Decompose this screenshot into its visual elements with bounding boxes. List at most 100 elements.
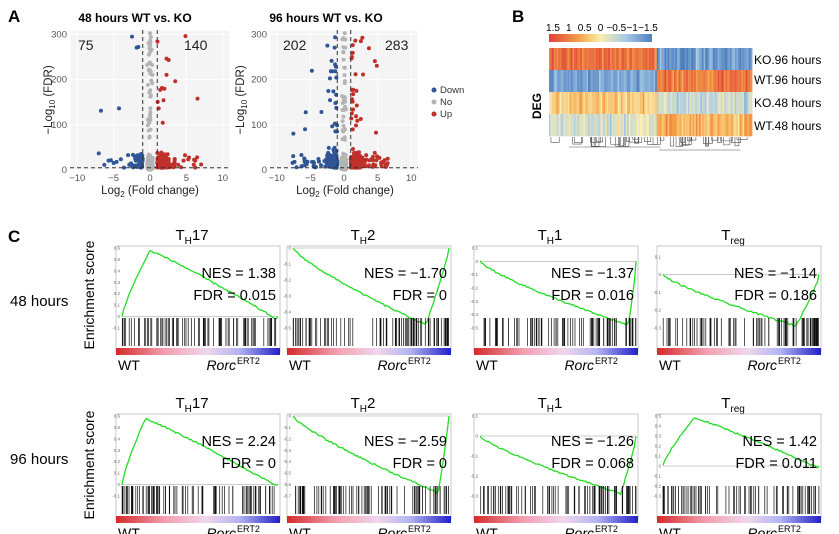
gsea-rank-gradient	[657, 348, 821, 355]
heatmap-cell	[702, 92, 704, 115]
heatmap-cell	[717, 48, 720, 71]
gsea-ytick: 0.6	[114, 246, 121, 251]
gsea-right-label: Rorc	[377, 525, 407, 534]
heatmap-cell	[633, 114, 636, 137]
gsea-fdr: FDR = 0.015	[193, 288, 276, 304]
heatmap-cell	[664, 48, 667, 71]
volcano-point-up	[364, 153, 369, 158]
heatmap-cell	[652, 48, 655, 71]
gsea-ylabel-96: Enrichment score	[81, 410, 97, 519]
volcano-ytick-label: 200	[51, 75, 67, 86]
heatmap-cell	[589, 92, 592, 115]
gsea-right-label-sup: ERT2	[408, 524, 431, 534]
gsea-left-label: WT	[118, 357, 140, 373]
heatmap-cell	[666, 114, 669, 137]
volcano-point-up	[358, 153, 363, 158]
volcano-point-up	[353, 72, 358, 77]
volcano-point-down	[333, 35, 338, 40]
heatmap-cell	[705, 48, 708, 71]
heatmap-cell	[608, 114, 611, 137]
volcano-ytick-label: 300	[51, 30, 67, 41]
gsea-ytick: 0.3	[655, 434, 662, 439]
heatmap-cell	[583, 114, 586, 137]
heatmap-cell	[655, 92, 658, 115]
heatmap-cell	[672, 92, 675, 115]
heatmap-cell	[613, 92, 615, 115]
volcano-point-down	[106, 158, 111, 163]
gsea-left-label: WT	[118, 525, 140, 534]
gsea-plot: TH1 0.1 0 -0.1 -0.2 -0.3 -0.4 -0.5 NES = −1.37 FD…	[470, 227, 639, 373]
heatmap-cell	[588, 114, 590, 137]
volcano-point-no	[340, 37, 345, 42]
gsea-ytick: 0.4	[114, 268, 121, 273]
gsea-right-label: Rorc	[747, 357, 777, 373]
heatmap-cell	[642, 48, 645, 71]
volcano-point-up	[165, 159, 170, 164]
heatmap-cell	[641, 114, 644, 137]
heatmap-cell	[577, 114, 580, 137]
heatmap-cell	[716, 114, 719, 137]
gsea-plot: TH1 0.1 0 -0.1 -0.2 -0.3 NES = −1.26 FDR = 0.06…	[470, 395, 639, 534]
heatmap-cell	[733, 48, 736, 71]
heatmap-cell	[594, 48, 597, 71]
heatmap-cell	[655, 70, 658, 93]
heatmap-cell	[567, 48, 570, 71]
volcano-point-up	[371, 162, 376, 167]
gsea-ytick: 0.2	[114, 459, 121, 464]
gsea-ytick: -0.1	[653, 474, 661, 479]
volcano-point-no	[148, 31, 153, 36]
heatmap-cell	[634, 114, 637, 137]
volcano-point-up	[173, 79, 178, 84]
heatmap-cell	[667, 48, 670, 71]
heatmap-cell	[709, 92, 712, 115]
heatmap-cell	[684, 114, 687, 137]
heatmap-cell	[650, 92, 653, 115]
heatmap-cell	[581, 70, 584, 93]
heatmap-cell	[730, 114, 733, 137]
heatmap-cell	[597, 114, 600, 137]
volcano-point-down	[299, 153, 304, 158]
heatmap-cell	[591, 114, 594, 137]
heatmap-cell	[683, 114, 686, 137]
heatmap-cell	[625, 114, 628, 137]
heatmap-cell	[709, 114, 712, 137]
gsea-ytick: -0.4	[470, 312, 478, 317]
gsea-frame	[473, 413, 639, 521]
heatmap-row-wt48: WT.48 hours	[754, 119, 821, 133]
heatmap-cell	[622, 92, 625, 115]
volcano-point-up	[353, 123, 358, 128]
heatmap-cell	[644, 114, 647, 137]
volcano-point-up	[159, 86, 164, 91]
heatmap-cell	[631, 92, 634, 115]
gsea-title: TH1	[538, 227, 563, 247]
heatmap-cell	[737, 48, 740, 71]
heatmap-cell	[630, 48, 633, 71]
gsea-ytick: -0.2	[470, 474, 478, 479]
heatmap-cell	[670, 114, 673, 137]
heatmap-cell	[662, 70, 665, 93]
heatmap-cell	[603, 92, 606, 115]
heatmap-cell	[673, 92, 676, 115]
heatmap-cell	[556, 114, 559, 137]
heatmap-cell	[647, 48, 650, 71]
volcano-ytick-label: 0	[62, 165, 67, 176]
heatmap-cell	[592, 70, 595, 93]
volcano-point-up	[354, 103, 359, 108]
volcano-point-up	[355, 118, 360, 123]
heatmap-cell	[659, 114, 662, 137]
heatmap-cell	[677, 114, 680, 137]
heatmap-cell	[750, 114, 753, 137]
heatmap-cell	[633, 70, 636, 93]
heatmap-cell	[572, 92, 575, 115]
volcano-point-no	[147, 155, 152, 160]
volcano-point-up	[199, 162, 204, 167]
gsea-nes: NES = −1.37	[551, 266, 634, 282]
heatmap-cell	[564, 48, 567, 71]
heatmap-cell	[750, 92, 753, 115]
volcano-point-up	[161, 98, 166, 103]
volcano-point-down	[309, 68, 314, 73]
gsea-right-label-sup: ERT2	[408, 356, 431, 366]
heatmap-cell	[678, 70, 681, 93]
legend-down-swatch	[431, 87, 437, 93]
volcano-point-up	[165, 152, 170, 157]
